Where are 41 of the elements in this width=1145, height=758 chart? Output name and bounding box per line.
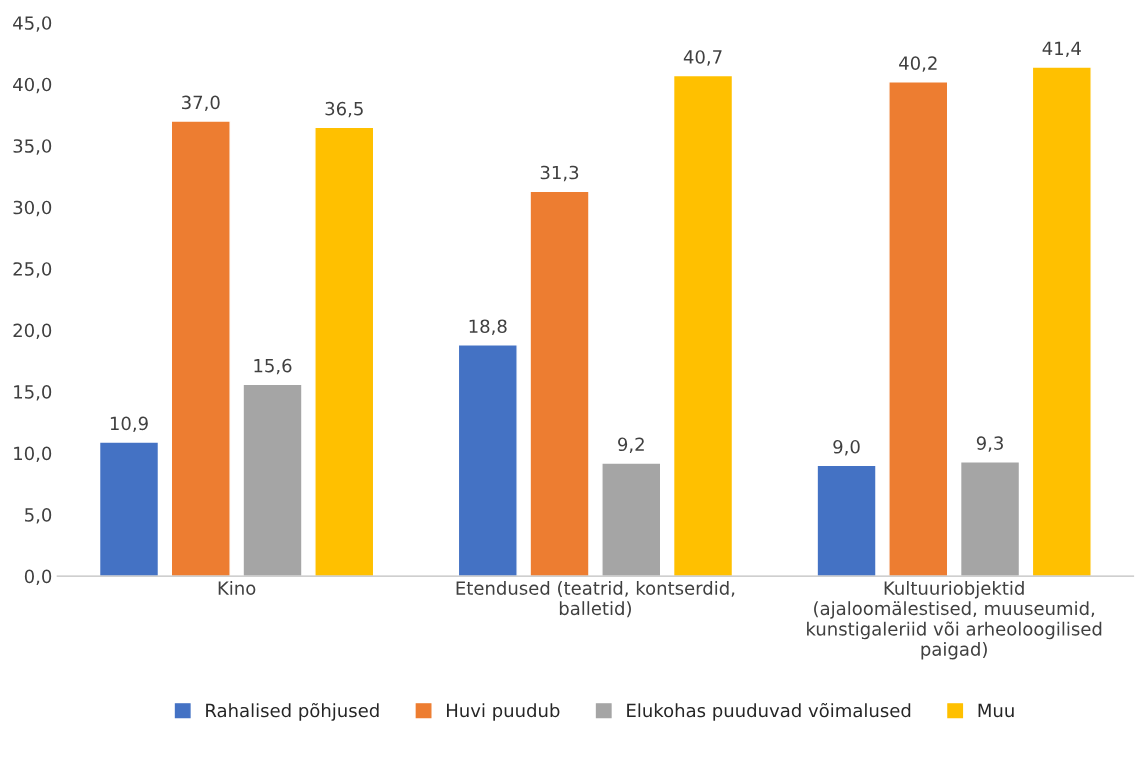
data-label: 31,3 [540, 165, 579, 182]
y-tick-label: 35,0 [13, 139, 52, 155]
legend-label: Huvi puudub [447, 703, 560, 721]
bar [170, 120, 231, 577]
bar [672, 74, 734, 577]
data-label: 10,9 [110, 416, 148, 433]
data-label: 9,3 [976, 436, 1003, 452]
bar [529, 190, 590, 577]
y-tick-label: 5,0 [25, 508, 52, 524]
data-label: 41,4 [1042, 41, 1081, 58]
bar [242, 383, 303, 577]
bar [888, 81, 949, 577]
x-tick-label: Etendused (teatrid, kontserdid, balletid) [456, 580, 735, 618]
data-label: 36,5 [325, 101, 363, 118]
x-tick-label: Kultuuriobjektid (ajaloomälestised, muuseumid, kunstigaleriid või arheoloogilised paigad) [807, 580, 1102, 660]
bar [816, 464, 877, 577]
y-tick-label: 30,0 [13, 200, 52, 217]
y-tick-label: 40,0 [13, 77, 52, 94]
legend-label: Rahalised põhjused [206, 703, 379, 721]
y-tick-label: 25,0 [13, 262, 52, 278]
data-label: 9,2 [618, 437, 644, 453]
data-label: 9,0 [833, 439, 860, 456]
y-tick-label: 15,0 [14, 385, 52, 401]
data-label: 37,0 [182, 95, 220, 112]
y-tick-label: 10,0 [14, 446, 52, 463]
y-tick-label: 20,0 [13, 323, 52, 340]
data-label: 40,7 [683, 50, 722, 66]
data-label: 40,2 [899, 56, 937, 72]
y-tick-label: 45,0 [13, 16, 52, 32]
bar [98, 441, 160, 577]
bar [457, 344, 518, 577]
legend-label: Muu [978, 703, 1014, 718]
x-tick-label: Kino [218, 580, 256, 595]
legend-label: Elukohas puuduvad võimalused [627, 703, 911, 721]
bar [314, 126, 375, 577]
data-label: 15,6 [254, 358, 292, 375]
bar [959, 461, 1021, 577]
bar [601, 462, 662, 577]
bar [1031, 66, 1092, 577]
data-label: 18,8 [469, 319, 507, 335]
y-tick-label: 0,0 [24, 569, 52, 586]
